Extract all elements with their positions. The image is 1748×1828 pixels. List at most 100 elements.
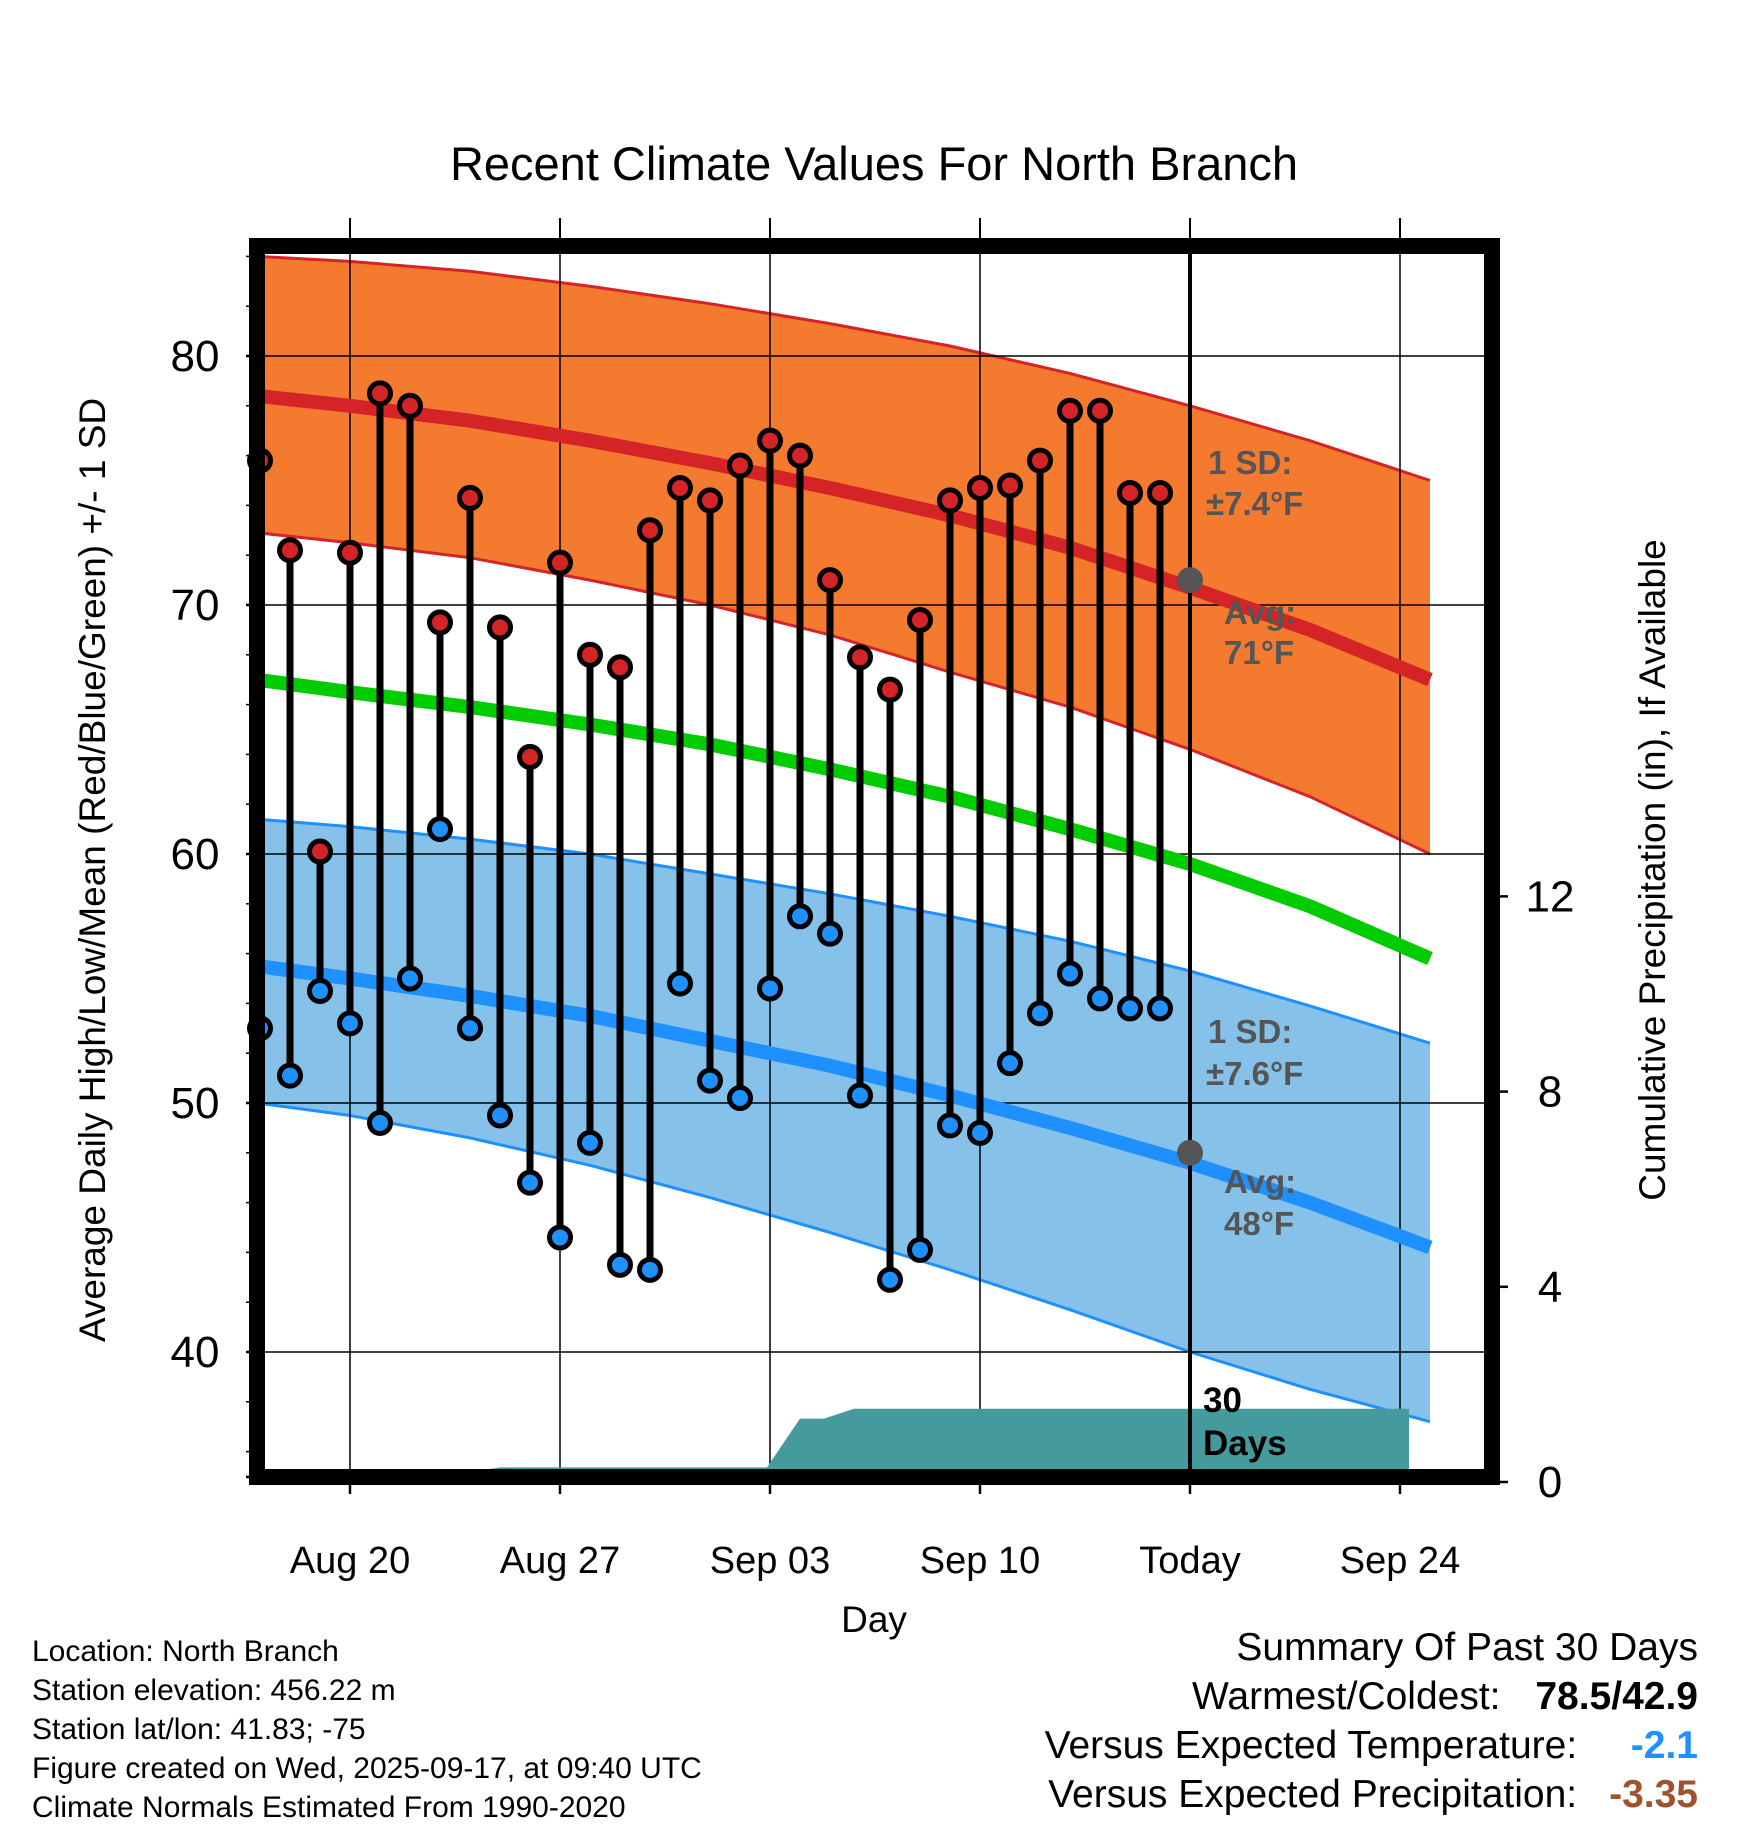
- low-point: [337, 1010, 363, 1037]
- high-point: [727, 452, 753, 479]
- high-point: [997, 472, 1023, 499]
- low-point: [457, 1015, 483, 1042]
- high-sd-band: [257, 256, 1430, 854]
- low-point: [277, 1062, 303, 1089]
- y-tick-label: 70: [171, 581, 220, 630]
- precipitation-fill: [257, 1408, 1409, 1482]
- low-point: [307, 977, 333, 1004]
- y-tick-label: 80: [171, 332, 220, 381]
- low-point: [847, 1082, 873, 1109]
- summary-precip-label: Versus Expected Precipitation:: [1048, 1773, 1578, 1816]
- y2-tick-label: 0: [1538, 1458, 1562, 1507]
- low-point: [1117, 995, 1143, 1022]
- high-point: [1057, 397, 1083, 424]
- x-tick-label: Aug 20: [290, 1540, 410, 1582]
- high-sd-band-upper-edge: [257, 254, 1431, 482]
- x-tick-label: Sep 10: [920, 1540, 1040, 1582]
- high-sd-value: ±7.4°F: [1206, 485, 1303, 522]
- station-latlon: Station lat/lon: 41.83; -75: [32, 1713, 366, 1746]
- high-point: [787, 442, 813, 469]
- y-axis-label: Average Daily High/Low/Mean (Red/Blue/Gr…: [72, 398, 113, 1342]
- high-point: [757, 427, 783, 454]
- axes: 40 50 60 70 80 0 4 8 12 Aug 20 Aug 27 Sep 03 Sep 10 T…: [171, 218, 1575, 1582]
- low-point: [547, 1224, 573, 1251]
- y2-axis-label: Cumulative Precipitation (in), If Availa…: [1632, 539, 1673, 1201]
- low-point: [727, 1085, 753, 1112]
- high-point: [907, 606, 933, 633]
- high-point: [1117, 479, 1143, 506]
- low-avg-value: 48°F: [1224, 1205, 1294, 1242]
- summary-temp-label: Versus Expected Temperature:: [1044, 1724, 1578, 1767]
- low-avg-marker: [1177, 1139, 1203, 1166]
- x-tick-label: Sep 24: [1340, 1540, 1460, 1582]
- plot-frame: [249, 238, 1500, 1485]
- high-point: [607, 654, 633, 681]
- y-tick-label: 50: [171, 1079, 220, 1128]
- high-point: [367, 380, 393, 407]
- high-avg-value: 71°F: [1224, 634, 1294, 671]
- y2-tick-label: 8: [1538, 1068, 1562, 1117]
- high-point: [277, 537, 303, 564]
- summary-title: Summary Of Past 30 Days: [1236, 1626, 1698, 1669]
- high-point: [547, 549, 573, 576]
- low-sd-band: [257, 819, 1430, 1422]
- low-point: [427, 816, 453, 843]
- days-count-value: Days: [1203, 1424, 1287, 1463]
- high-point: [1027, 447, 1053, 474]
- low-point: [877, 1266, 903, 1293]
- high-sd-label: 1 SD:: [1208, 444, 1292, 481]
- low-point: [997, 1050, 1023, 1077]
- high-point: [487, 614, 513, 641]
- high-point: [667, 474, 693, 501]
- summary-precip-row: Versus Expected Precipitation: -3.35: [1045, 1770, 1698, 1819]
- high-point: [817, 567, 843, 594]
- low-point: [967, 1119, 993, 1146]
- summary-temp-value: -2.1: [1630, 1724, 1698, 1767]
- days-count-label: 30: [1203, 1381, 1242, 1420]
- station-elevation: Station elevation: 456.22 m: [32, 1674, 396, 1707]
- precipitation-area: [257, 1408, 1409, 1482]
- y-tick-label: 60: [171, 830, 220, 879]
- low-point: [517, 1169, 543, 1196]
- high-point: [1147, 479, 1173, 506]
- low-sd-value: ±7.6°F: [1206, 1055, 1303, 1092]
- low-sd-band-lower-edge: [257, 1101, 1431, 1424]
- low-point: [1147, 995, 1173, 1022]
- plot-border: [249, 238, 1500, 1485]
- low-avg-label: Avg:: [1224, 1163, 1296, 1200]
- summary-precip-value: -3.35: [1609, 1773, 1698, 1816]
- summary-warmest-row: Warmest/Coldest: 78.5/42.9: [1045, 1672, 1698, 1721]
- low-point: [757, 975, 783, 1002]
- low-point: [787, 903, 813, 930]
- summary-warmest-label: Warmest/Coldest:: [1192, 1675, 1501, 1718]
- x-tick-label: Today: [1139, 1540, 1240, 1582]
- high-point: [517, 743, 543, 770]
- y2-tick-label: 4: [1538, 1263, 1562, 1312]
- normal-high-line: [257, 388, 1433, 687]
- low-point: [937, 1112, 963, 1139]
- station-location: Location: North Branch: [32, 1635, 339, 1668]
- low-point: [487, 1102, 513, 1129]
- low-point: [1027, 1000, 1053, 1027]
- low-point: [907, 1236, 933, 1263]
- high-point: [457, 484, 483, 511]
- y2-tick-label: 12: [1526, 872, 1575, 921]
- high-point: [307, 838, 333, 865]
- high-avg-label: Avg:: [1224, 594, 1296, 631]
- summary-warmest-value: 78.5/42.9: [1535, 1675, 1698, 1718]
- low-point: [817, 920, 843, 947]
- low-point: [667, 970, 693, 997]
- high-point: [967, 474, 993, 501]
- low-point: [1087, 985, 1113, 1012]
- low-point: [577, 1129, 603, 1156]
- low-point: [637, 1256, 663, 1283]
- summary-panel: Summary Of Past 30 Days Warmest/Coldest:…: [1045, 1623, 1698, 1819]
- x-tick-label: Sep 03: [710, 1540, 830, 1582]
- y-tick-label: 40: [171, 1328, 220, 1377]
- high-point: [1087, 397, 1113, 424]
- high-point: [397, 392, 423, 419]
- normal-low-line: [257, 959, 1433, 1254]
- high-point: [637, 517, 663, 544]
- high-point: [937, 487, 963, 514]
